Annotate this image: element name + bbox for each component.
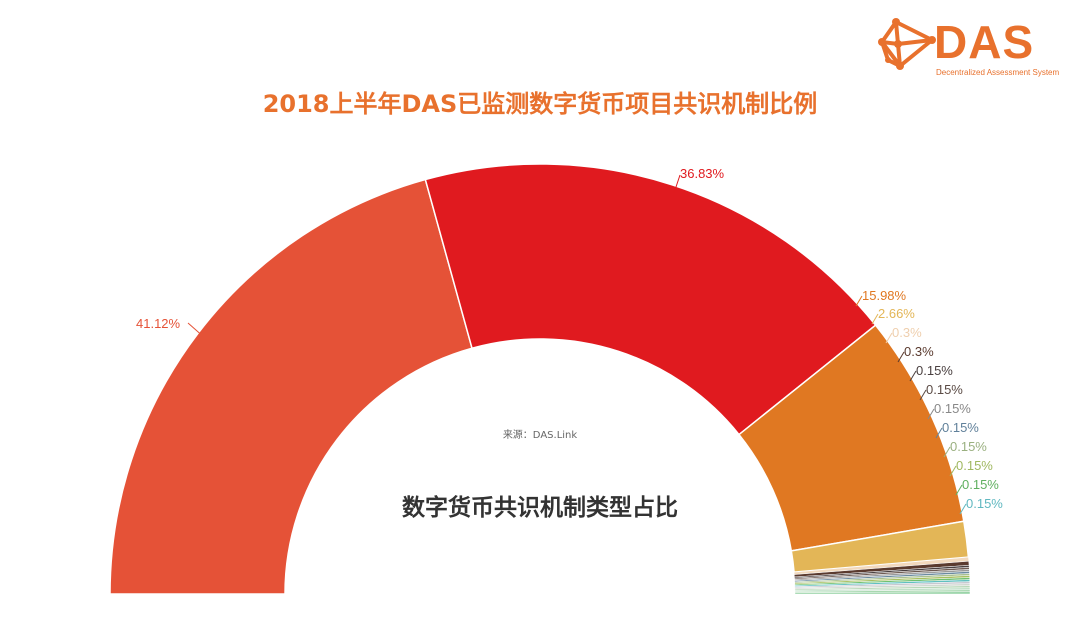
slice-label: 41.12% [136,316,181,331]
slice[interactable] [794,591,971,595]
network-polyhedron-icon [878,18,936,70]
leader-line [935,427,943,439]
source-note: 来源：DAS.Link [502,430,578,441]
slice-label: 0.15% [962,477,999,492]
slice[interactable] [109,178,473,595]
slice-label: 15.98% [862,288,907,303]
slice-labels: 41.12% 36.83% 15.98% 2.66% 0.3% 0.3% 0.15% 0.15… [136,166,1003,511]
logo-subtitle: Decentralized Assessment System [936,68,1060,77]
label-leader-lines [187,174,967,515]
leader-line [885,332,893,344]
slice-label: 0.15% [950,439,987,454]
leader-line [927,408,935,420]
leader-line [897,351,905,363]
logo-wordmark: DAS [934,16,1035,68]
chart-title: 2018上半年DAS已监测数字货币项目共识机制比例 [262,90,818,118]
leader-line [949,465,957,477]
slice-label: 0.15% [926,382,963,397]
slice-label: 0.15% [966,496,1003,511]
slice-label: 36.83% [680,166,725,181]
chart-center-caption: 数字货币共识机制类型占比 [402,495,678,521]
slice[interactable] [424,163,877,436]
leader-line [955,484,963,496]
leader-line [187,322,206,339]
leader-line [855,295,863,307]
slice-label: 0.3% [904,344,934,359]
leader-line [919,389,927,401]
leader-line [959,503,967,515]
leader-line [871,313,879,325]
das-logo: DAS Decentralized Assessment System [876,12,1066,86]
chart-slices [109,163,971,595]
slice-label: 0.15% [956,458,993,473]
slice-label: 0.3% [892,325,922,340]
leader-line [943,446,951,458]
slice-label: 2.66% [878,306,915,321]
leader-line [909,370,917,382]
leader-line [673,174,681,194]
slice-label: 0.15% [942,420,979,435]
slice-label: 0.15% [916,363,953,378]
slice-label: 0.15% [934,401,971,416]
